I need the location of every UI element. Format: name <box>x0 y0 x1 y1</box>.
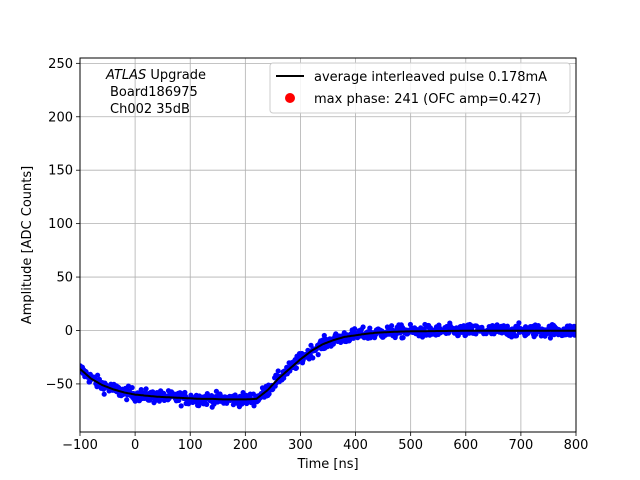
sample-point <box>310 355 316 361</box>
y-tick-label: 150 <box>48 164 73 179</box>
sample-point <box>143 386 149 392</box>
x-tick-label: 100 <box>178 438 203 453</box>
sample-point <box>360 324 366 330</box>
annotation-experiment: ATLAS <box>105 68 146 83</box>
y-tick-label: 0 <box>65 324 73 339</box>
annotation-board: Board186975 <box>110 85 198 100</box>
annotation-channel: Ch002 35dB <box>110 102 190 117</box>
sample-point <box>400 335 406 341</box>
x-axis-label: Time [ns] <box>296 457 358 472</box>
x-tick-label: 400 <box>343 438 368 453</box>
sample-point <box>124 397 130 403</box>
sample-point <box>352 326 358 332</box>
sample-point <box>129 385 135 391</box>
legend-label-max-phase: max phase: 241 (OFC amp=0.427) <box>314 92 541 107</box>
x-tick-label: 0 <box>131 438 139 453</box>
sample-point <box>204 401 210 407</box>
sample-point <box>95 372 101 378</box>
sample-point <box>266 391 272 397</box>
y-axis-label: Amplitude [ADC Counts] <box>20 166 35 324</box>
sample-point <box>330 341 336 347</box>
y-tick-label: 50 <box>56 271 73 286</box>
sample-point <box>101 391 107 397</box>
y-tick-label: 250 <box>48 57 73 72</box>
sample-point <box>516 320 522 326</box>
sample-point <box>275 368 281 374</box>
x-tick-label: 300 <box>288 438 313 453</box>
x-tick-label: −100 <box>62 438 98 453</box>
plot-frame <box>79 57 577 433</box>
x-tick-label: 600 <box>453 438 478 453</box>
y-axis-ticks: −50 0 50 100 150 200 250 <box>46 57 80 392</box>
x-tick-label: 700 <box>508 438 533 453</box>
annotation-line-1: ATLAS Upgrade <box>105 68 206 83</box>
x-tick-label: 800 <box>564 438 589 453</box>
legend: average interleaved pulse 0.178mA max ph… <box>269 62 571 114</box>
sample-point <box>178 403 184 409</box>
y-tick-label: 200 <box>48 110 73 125</box>
average-pulse-line <box>80 329 576 401</box>
x-tick-label: 200 <box>233 438 258 453</box>
x-axis-ticks: −100 0 100 200 300 400 500 600 700 800 <box>62 432 588 453</box>
legend-label-average-pulse: average interleaved pulse 0.178mA <box>314 70 547 85</box>
y-tick-label: −50 <box>46 377 73 392</box>
sample-point <box>572 332 576 338</box>
experiment-annotation: ATLAS Upgrade Board186975 Ch002 35dB <box>105 68 206 117</box>
legend-marker-swatch <box>285 93 295 103</box>
sample-point <box>513 333 520 339</box>
sample-point <box>504 323 510 329</box>
x-tick-label: 500 <box>398 438 423 453</box>
sample-point <box>389 323 395 329</box>
sample-point <box>315 352 321 358</box>
annotation-experiment-suffix: Upgrade <box>146 68 206 83</box>
sample-point <box>573 325 576 331</box>
sample-point <box>293 365 299 371</box>
y-tick-label: 100 <box>48 217 73 232</box>
sample-point <box>535 323 541 329</box>
legend-box <box>269 62 571 114</box>
sample-point <box>367 325 373 331</box>
